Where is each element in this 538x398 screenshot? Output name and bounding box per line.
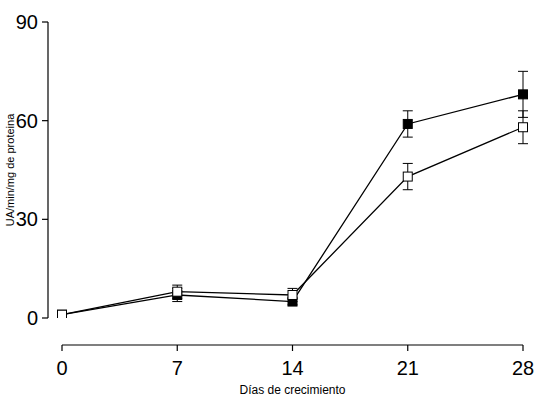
marker — [403, 172, 412, 181]
error-bar-cap — [518, 110, 528, 111]
chart-root: 0 30 60 90 0 7 14 21 28 UA/min/mg de proteina Días… — [0, 0, 538, 398]
y-tick — [42, 21, 48, 22]
x-tick — [522, 345, 523, 351]
error-bar-cap — [288, 301, 298, 302]
x-tick — [177, 345, 178, 351]
y-axis — [47, 22, 48, 318]
x-tick — [407, 345, 408, 351]
error-bar — [518, 71, 528, 117]
error-bar-cap — [172, 298, 182, 299]
y-tick-label: 90 — [16, 11, 38, 33]
error-bar — [172, 285, 182, 298]
x-tick-label: 0 — [56, 357, 67, 379]
error-bar-cap — [172, 285, 182, 286]
plot-area — [57, 71, 528, 318]
y-tick — [42, 219, 48, 220]
error-bar — [403, 163, 413, 189]
error-bar — [518, 111, 528, 144]
marker — [173, 287, 182, 296]
x-tick-label: 14 — [281, 357, 303, 379]
error-bar-cap — [403, 189, 413, 190]
x-tick-label: 7 — [172, 357, 183, 379]
marker — [58, 310, 67, 318]
series-line — [62, 127, 523, 314]
marker — [519, 90, 528, 99]
series-line — [62, 94, 523, 314]
error-bar-cap — [403, 110, 413, 111]
x-tick — [61, 345, 62, 351]
y-tick-label: 30 — [16, 208, 38, 230]
error-bar-cap — [518, 71, 528, 72]
marker — [288, 290, 297, 299]
x-tick — [292, 345, 293, 351]
error-bar-cap — [403, 137, 413, 138]
y-tick-label: 0 — [27, 307, 38, 329]
y-axis-label: UA/min/mg de proteina — [4, 113, 16, 226]
x-tick-label: 28 — [512, 357, 534, 379]
chart-svg: 0 30 60 90 0 7 14 21 28 UA/min/mg de proteina Días… — [0, 0, 538, 398]
error-bar-cap — [518, 143, 528, 144]
error-bar-cap — [172, 301, 182, 302]
error-bar — [288, 288, 298, 301]
y-tick — [42, 120, 48, 121]
marker — [58, 310, 67, 318]
error-bar — [403, 111, 413, 137]
error-bar-cap — [288, 288, 298, 289]
marker — [403, 119, 412, 128]
y-tick — [42, 317, 48, 318]
x-tick-label: 21 — [397, 357, 419, 379]
error-bar-cap — [403, 163, 413, 164]
y-tick-label: 60 — [16, 110, 38, 132]
x-axis-label: Días de crecimiento — [239, 383, 345, 397]
marker — [519, 123, 528, 132]
